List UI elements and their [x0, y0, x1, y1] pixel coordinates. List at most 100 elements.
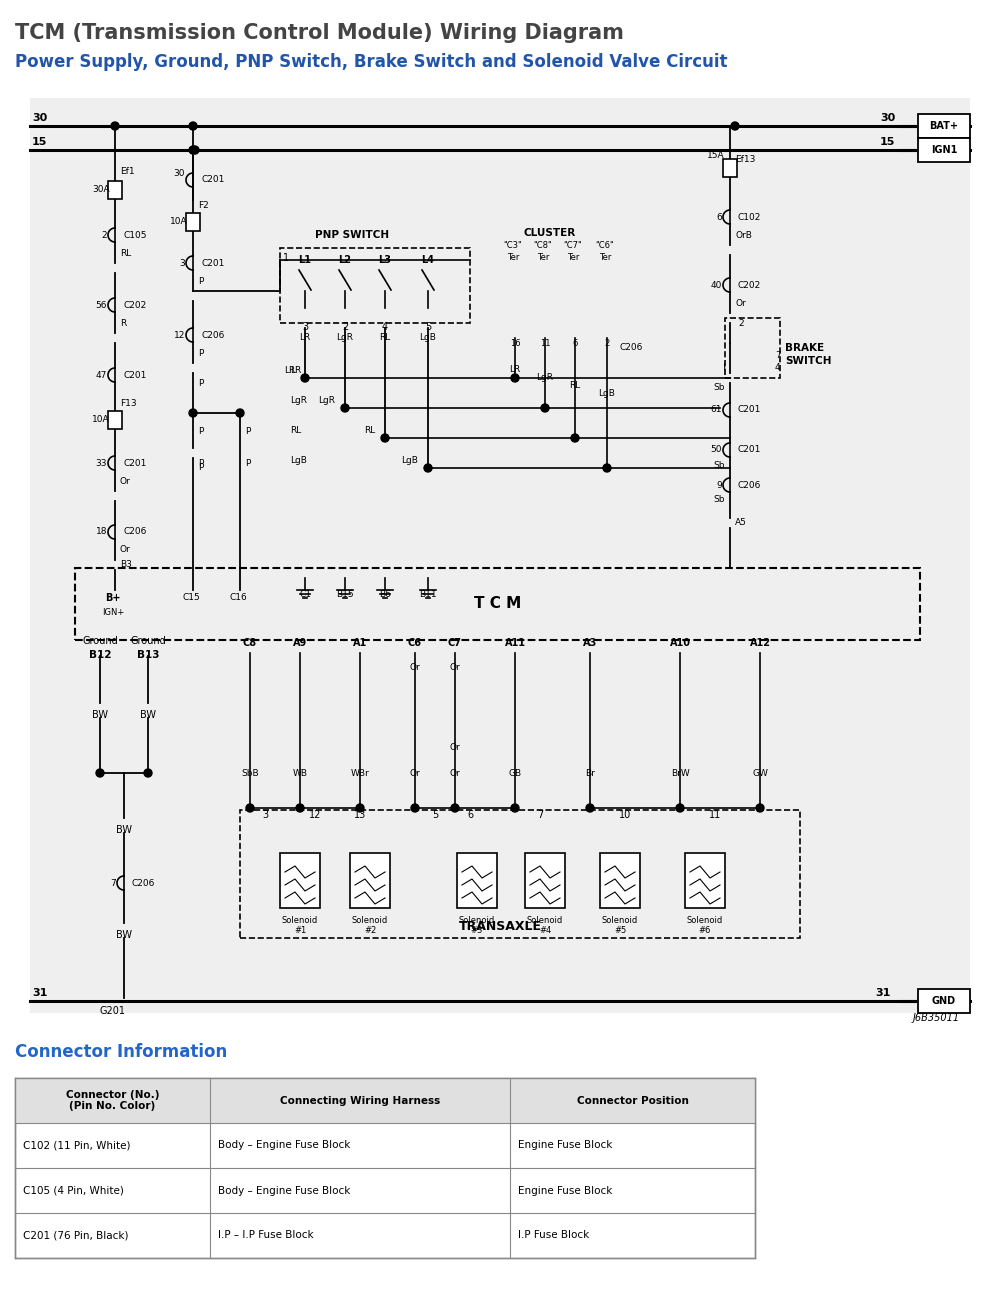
Text: L2: L2: [338, 255, 352, 266]
Bar: [723, 160, 737, 177]
Circle shape: [541, 404, 549, 412]
Text: Or: Or: [450, 743, 460, 752]
Text: C15: C15: [182, 593, 200, 602]
Text: LgB: LgB: [420, 334, 436, 341]
Text: B11: B11: [419, 590, 437, 599]
Text: A12: A12: [750, 638, 770, 647]
Text: Or: Or: [450, 769, 460, 777]
Text: Or: Or: [120, 545, 131, 555]
Text: CLUSTER: CLUSTER: [524, 228, 576, 238]
Bar: [108, 411, 122, 429]
Text: C201: C201: [738, 405, 761, 415]
Text: 6: 6: [467, 810, 473, 820]
Text: P: P: [198, 378, 203, 387]
Circle shape: [511, 374, 519, 382]
Text: 30A: 30A: [92, 186, 110, 195]
Bar: [685, 853, 725, 908]
Text: 2: 2: [342, 322, 348, 332]
Text: "C6": "C6": [596, 242, 614, 251]
Text: 15: 15: [32, 137, 47, 146]
Text: C206: C206: [132, 879, 155, 888]
Text: R: R: [120, 319, 126, 327]
Text: SWITCH: SWITCH: [785, 356, 832, 366]
Text: B6: B6: [379, 590, 391, 599]
Text: Connector (No.)
(Pin No. Color): Connector (No.) (Pin No. Color): [66, 1090, 159, 1112]
Text: C7: C7: [448, 638, 462, 647]
Text: 6: 6: [572, 339, 578, 348]
Text: Or: Or: [450, 663, 460, 672]
Text: 10: 10: [619, 810, 631, 820]
Text: GB: GB: [508, 769, 522, 777]
Text: 15: 15: [880, 137, 895, 146]
Text: BW: BW: [92, 710, 108, 719]
Text: P: P: [198, 426, 203, 436]
Text: C6: C6: [408, 638, 422, 647]
Text: 4: 4: [382, 322, 388, 332]
Bar: [918, 989, 970, 1012]
Text: C201: C201: [201, 175, 224, 184]
Circle shape: [411, 804, 419, 812]
Text: A1: A1: [353, 638, 367, 647]
Text: C102 (11 Pin, White): C102 (11 Pin, White): [23, 1141, 130, 1151]
Text: GW: GW: [752, 769, 768, 777]
Text: 6: 6: [716, 212, 722, 221]
Text: Sb: Sb: [714, 460, 725, 470]
Text: "C8": "C8": [534, 242, 552, 251]
Text: 40: 40: [711, 280, 722, 289]
Text: P: P: [245, 426, 250, 436]
Text: PNP SWITCH: PNP SWITCH: [315, 230, 389, 239]
Text: L4: L4: [422, 255, 434, 266]
Text: LR: LR: [290, 366, 301, 375]
Text: 47: 47: [96, 370, 107, 379]
Text: P: P: [198, 276, 203, 285]
Text: #3: #3: [471, 926, 483, 935]
Text: 5: 5: [425, 322, 431, 332]
Bar: [280, 249, 470, 323]
Text: 3: 3: [179, 259, 185, 268]
Text: BW: BW: [116, 930, 132, 940]
Text: RL: RL: [569, 382, 581, 391]
Text: I.P – I.P Fuse Block: I.P – I.P Fuse Block: [218, 1231, 314, 1240]
Text: Or: Or: [410, 663, 420, 672]
Text: 2: 2: [604, 339, 610, 348]
Text: 56: 56: [96, 301, 107, 310]
Text: Ef1: Ef1: [120, 167, 135, 177]
Text: 30: 30: [32, 112, 47, 123]
Bar: [75, 568, 920, 640]
Text: WBr: WBr: [351, 769, 369, 777]
Text: GND: GND: [932, 995, 956, 1006]
Circle shape: [236, 409, 244, 417]
Text: 50: 50: [710, 446, 722, 454]
Text: 33: 33: [96, 459, 107, 467]
Text: B12: B12: [89, 650, 111, 661]
Circle shape: [144, 769, 152, 777]
Text: 4: 4: [775, 364, 781, 373]
Text: 31: 31: [32, 988, 47, 998]
Text: Br: Br: [585, 769, 595, 777]
Text: C206: C206: [123, 527, 146, 536]
Circle shape: [111, 122, 119, 129]
Text: LgR: LgR: [290, 396, 307, 405]
Text: 11: 11: [540, 339, 550, 348]
Text: Engine Fuse Block: Engine Fuse Block: [518, 1141, 612, 1151]
Text: IGN+: IGN+: [102, 608, 124, 617]
Text: I: I: [723, 364, 727, 373]
Text: 10A: 10A: [92, 416, 110, 425]
Text: IGN1: IGN1: [931, 145, 957, 156]
Text: Sb: Sb: [714, 496, 725, 505]
Bar: [350, 853, 390, 908]
Bar: [240, 810, 800, 938]
Circle shape: [424, 464, 432, 472]
Text: #2: #2: [364, 926, 376, 935]
Text: G201: G201: [100, 1006, 126, 1016]
Text: TCM (Transmission Control Module) Wiring Diagram: TCM (Transmission Control Module) Wiring…: [15, 24, 624, 43]
Text: C206: C206: [738, 480, 761, 489]
Text: P: P: [198, 463, 203, 472]
Text: Power Supply, Ground, PNP Switch, Brake Switch and Solenoid Valve Circuit: Power Supply, Ground, PNP Switch, Brake …: [15, 54, 728, 71]
Text: TRANSAXLE: TRANSAXLE: [458, 920, 542, 933]
Text: 5: 5: [432, 810, 438, 820]
Text: #6: #6: [699, 926, 711, 935]
Text: I.P Fuse Block: I.P Fuse Block: [518, 1231, 589, 1240]
Text: A10: A10: [670, 638, 690, 647]
Text: LgR: LgR: [318, 396, 335, 405]
